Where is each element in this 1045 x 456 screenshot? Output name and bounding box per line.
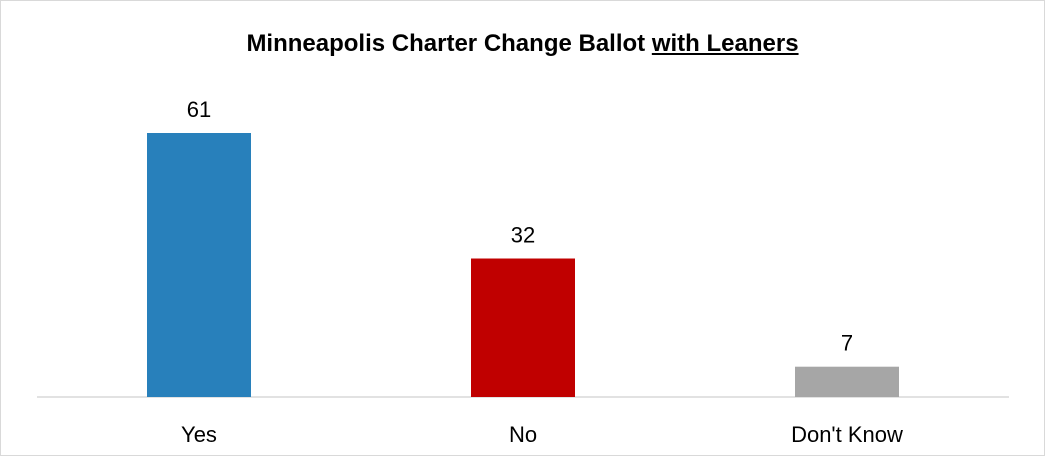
x-tick-label: Yes xyxy=(181,422,217,447)
x-tick-label: Don't Know xyxy=(791,422,903,447)
bar-yes xyxy=(147,133,251,397)
bar-don-t-know xyxy=(795,366,899,397)
bar-no xyxy=(471,258,575,397)
chart-title: Minneapolis Charter Change Ballot with L… xyxy=(0,30,1045,58)
x-tick-label: No xyxy=(509,422,537,447)
data-label: 61 xyxy=(187,97,211,122)
chart-title-main: Minneapolis Charter Change Ballot xyxy=(246,30,646,57)
chart-title-emphasis: with Leaners xyxy=(651,30,799,57)
data-label: 32 xyxy=(511,223,535,248)
data-label: 7 xyxy=(841,331,853,356)
